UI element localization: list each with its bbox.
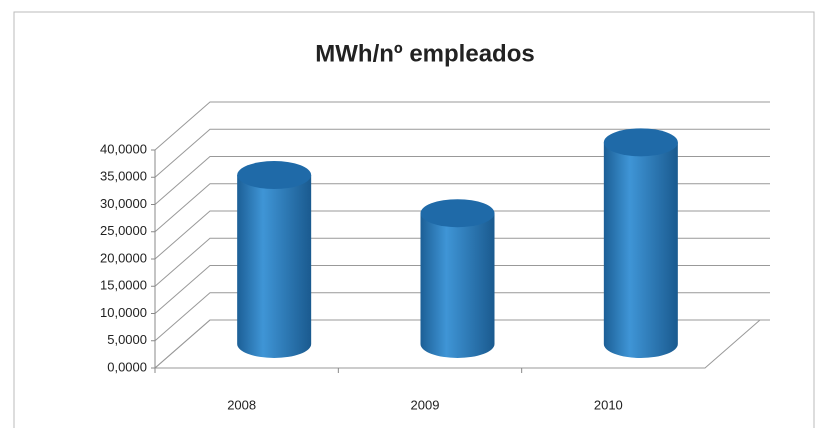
bar xyxy=(603,128,678,359)
chart-frame xyxy=(13,11,815,428)
grid-line xyxy=(154,292,770,342)
y-tick-label: 15,0000 xyxy=(100,278,147,293)
x-tick-label: 2008 xyxy=(227,397,256,412)
y-tick-label: 10,0000 xyxy=(100,305,147,320)
grid-line xyxy=(154,265,770,314)
grid-line xyxy=(154,156,770,205)
bar-part xyxy=(603,142,678,359)
bar-part xyxy=(603,128,678,157)
y-tick-label: 30,0000 xyxy=(100,196,147,211)
bar xyxy=(237,161,312,359)
y-tick-label: 0,0000 xyxy=(107,359,147,374)
grid-line xyxy=(154,237,770,287)
grid-line xyxy=(154,210,770,260)
grid-line xyxy=(154,128,770,178)
bar xyxy=(420,199,495,359)
bar-part xyxy=(237,161,312,190)
bar-part xyxy=(420,213,495,359)
grid-line xyxy=(154,101,770,151)
x-tick-label: 2010 xyxy=(594,397,623,412)
x-tick-label: 2009 xyxy=(411,397,440,412)
bar-part xyxy=(237,175,312,359)
bar-part xyxy=(420,199,495,228)
chart-title: MWh/nº empleados xyxy=(315,40,534,67)
y-tick-label: 25,0000 xyxy=(100,223,147,238)
y-tick-label: 5,0000 xyxy=(107,332,147,347)
y-tick-label: 35,0000 xyxy=(100,169,147,184)
y-tick-label: 40,0000 xyxy=(100,141,147,156)
grid-line xyxy=(154,319,770,369)
grid-line xyxy=(154,183,770,233)
y-tick-label: 20,0000 xyxy=(100,250,147,265)
